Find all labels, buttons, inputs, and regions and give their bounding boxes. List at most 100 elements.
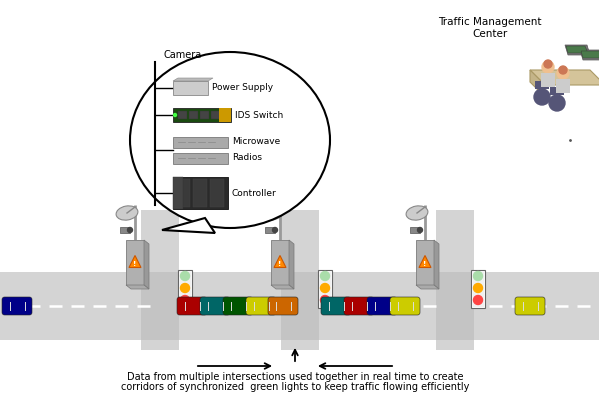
- Circle shape: [473, 271, 483, 281]
- FancyBboxPatch shape: [246, 297, 276, 315]
- Circle shape: [549, 95, 565, 111]
- Circle shape: [557, 67, 569, 79]
- Ellipse shape: [261, 206, 283, 220]
- Polygon shape: [173, 78, 213, 81]
- Ellipse shape: [406, 206, 428, 220]
- Bar: [319, 271, 331, 306]
- Circle shape: [320, 271, 329, 281]
- Bar: [141, 210, 179, 350]
- FancyBboxPatch shape: [321, 297, 351, 315]
- Ellipse shape: [116, 206, 138, 220]
- Bar: [178, 111, 187, 119]
- Polygon shape: [434, 240, 439, 289]
- Bar: [281, 210, 319, 350]
- Circle shape: [559, 66, 567, 74]
- Text: IDS Switch: IDS Switch: [235, 111, 283, 120]
- Circle shape: [542, 61, 554, 73]
- Bar: [180, 271, 190, 306]
- Circle shape: [273, 228, 277, 233]
- Bar: [541, 73, 555, 87]
- Bar: [193, 179, 207, 207]
- Circle shape: [418, 228, 422, 233]
- Text: Traffic Management: Traffic Management: [438, 17, 541, 27]
- Bar: [189, 111, 198, 119]
- Bar: [120, 227, 130, 233]
- Bar: [473, 271, 483, 306]
- Bar: [173, 108, 231, 122]
- Bar: [210, 179, 224, 207]
- Bar: [178, 270, 192, 308]
- Text: Controller: Controller: [232, 188, 277, 197]
- FancyBboxPatch shape: [515, 297, 545, 315]
- Bar: [141, 272, 179, 340]
- Bar: [126, 240, 144, 285]
- Bar: [535, 81, 549, 89]
- Polygon shape: [566, 46, 588, 53]
- Bar: [281, 272, 319, 340]
- Polygon shape: [289, 240, 294, 289]
- FancyBboxPatch shape: [2, 297, 32, 315]
- Circle shape: [180, 284, 189, 293]
- FancyBboxPatch shape: [390, 297, 420, 315]
- Circle shape: [544, 60, 552, 68]
- Text: corridors of synchronized  green lights to keep traffic flowing efficiently: corridors of synchronized green lights t…: [121, 382, 469, 392]
- FancyBboxPatch shape: [344, 297, 374, 315]
- Bar: [416, 240, 434, 285]
- Text: !: !: [423, 260, 426, 266]
- Circle shape: [174, 113, 177, 117]
- Text: Power Supply: Power Supply: [212, 84, 273, 93]
- Bar: [0, 272, 599, 340]
- Circle shape: [473, 284, 483, 293]
- Bar: [173, 177, 183, 209]
- Bar: [471, 270, 485, 308]
- Bar: [211, 111, 220, 119]
- Text: Radios: Radios: [232, 153, 262, 162]
- Circle shape: [320, 295, 329, 304]
- Circle shape: [180, 295, 189, 304]
- FancyBboxPatch shape: [268, 297, 298, 315]
- Bar: [173, 177, 228, 209]
- Polygon shape: [530, 70, 599, 85]
- Text: Camera: Camera: [163, 50, 201, 60]
- Bar: [173, 153, 228, 164]
- Bar: [271, 240, 289, 285]
- Polygon shape: [129, 255, 141, 268]
- FancyBboxPatch shape: [200, 297, 230, 315]
- FancyBboxPatch shape: [367, 297, 397, 315]
- Polygon shape: [565, 45, 590, 55]
- Polygon shape: [580, 50, 599, 60]
- Circle shape: [128, 228, 132, 233]
- Circle shape: [534, 89, 550, 105]
- Bar: [176, 179, 190, 207]
- Text: Center: Center: [473, 29, 507, 39]
- Bar: [410, 227, 420, 233]
- Text: Microwave: Microwave: [232, 137, 280, 146]
- Polygon shape: [271, 285, 294, 289]
- Bar: [436, 272, 474, 340]
- Text: !: !: [279, 260, 282, 266]
- Bar: [219, 108, 231, 122]
- Circle shape: [180, 271, 189, 281]
- Text: !: !: [134, 260, 137, 266]
- Bar: [318, 270, 332, 308]
- Circle shape: [473, 295, 483, 304]
- Ellipse shape: [130, 52, 330, 228]
- FancyBboxPatch shape: [223, 297, 253, 315]
- Bar: [173, 137, 228, 148]
- Polygon shape: [144, 240, 149, 289]
- Text: Data from multiple intersections used together in real time to create: Data from multiple intersections used to…: [127, 372, 463, 382]
- Bar: [550, 87, 564, 95]
- Polygon shape: [419, 255, 431, 268]
- Polygon shape: [274, 255, 286, 268]
- FancyBboxPatch shape: [177, 297, 207, 315]
- Polygon shape: [126, 285, 149, 289]
- Bar: [200, 111, 209, 119]
- Bar: [436, 210, 474, 350]
- Bar: [556, 79, 570, 93]
- Polygon shape: [162, 218, 215, 233]
- Bar: [173, 81, 208, 95]
- Polygon shape: [416, 285, 439, 289]
- Polygon shape: [530, 70, 545, 97]
- Circle shape: [320, 284, 329, 293]
- Bar: [265, 227, 275, 233]
